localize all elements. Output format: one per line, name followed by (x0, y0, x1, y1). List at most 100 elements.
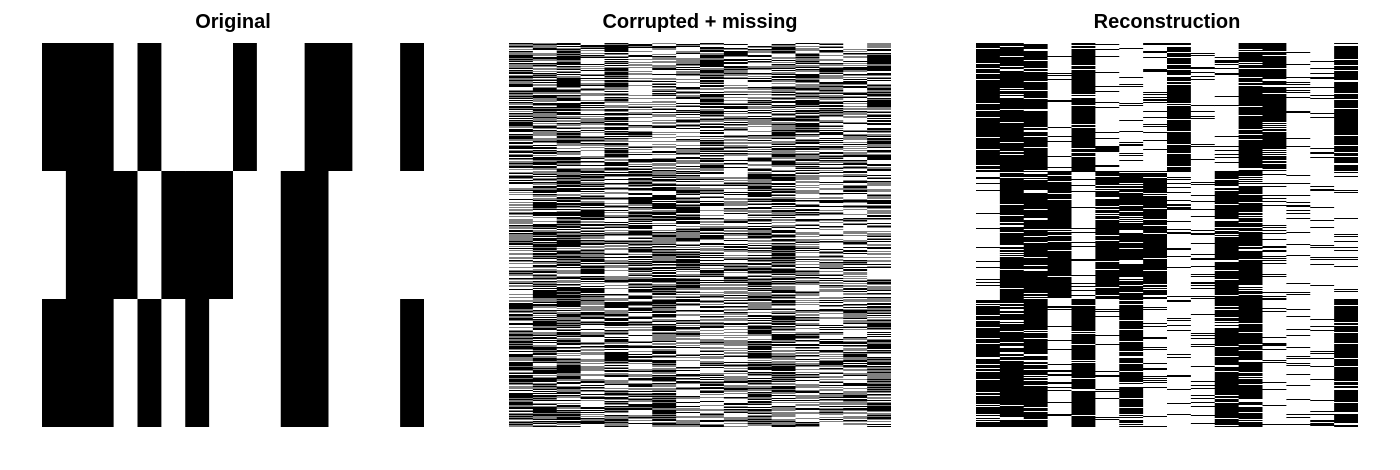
corrupted-cell-run (723, 264, 749, 267)
corrupted-cell-run (652, 86, 677, 88)
corrupted-cell-run (723, 126, 749, 128)
corrupted-cell-run (819, 255, 844, 257)
corrupted-cell-run (747, 150, 773, 152)
corrupted-cell-run (867, 64, 891, 67)
corrupted-cell-run (843, 236, 868, 241)
corrupted-cell-run (747, 322, 773, 324)
reconstruction-cell-run (1047, 365, 1072, 371)
corrupted-cell-run (700, 381, 725, 383)
reconstruction-cell-run (1190, 315, 1216, 334)
corrupted-cell-run (723, 372, 749, 374)
corrupted-cell-run (700, 394, 725, 396)
corrupted-cell-run (843, 285, 868, 288)
corrupted-cell-run (867, 380, 891, 382)
corrupted-cell-run (723, 62, 749, 65)
corrupted-cell-run (556, 115, 582, 117)
corrupted-cell-run (819, 215, 844, 220)
corrupted-cell-run (676, 176, 701, 180)
corrupted-cell-run (700, 354, 725, 356)
corrupted-cell-run (843, 297, 868, 299)
reconstruction-cell-run (1190, 399, 1216, 403)
corrupted-cell-run (532, 122, 558, 124)
corrupted-cell-run (652, 317, 677, 319)
reconstruction-cell-run (1167, 204, 1192, 207)
corrupted-cell-run (843, 291, 868, 293)
corrupted-cell-run (676, 173, 701, 175)
corrupted-cell-run (604, 198, 629, 200)
corrupted-cell-run (652, 364, 677, 366)
corrupted-cell-run (747, 276, 773, 278)
reconstruction-cell-run (1143, 112, 1168, 118)
corrupted-cell-run (771, 390, 796, 393)
corrupted-cell-run (771, 340, 796, 343)
corrupted-cell-run (556, 211, 582, 213)
corrupted-cell-run (532, 377, 558, 379)
corrupted-cell-run (580, 419, 605, 422)
corrupted-cell-run (604, 283, 629, 286)
corrupted-cell-run (580, 259, 605, 263)
corrupted-cell-run (700, 246, 725, 248)
corrupted-cell-run (723, 129, 749, 131)
corrupted-cell-run (509, 249, 534, 251)
corrupted-cell-run (771, 116, 796, 118)
reconstruction-cell-run (999, 320, 1025, 323)
reconstruction-cell-run (1119, 155, 1144, 157)
corrupted-cell-run (676, 110, 701, 112)
corrupted-cell-run (532, 174, 558, 176)
corrupted-cell-run (700, 334, 725, 336)
corrupted-cell-run (509, 144, 534, 146)
corrupted-cell-run (843, 412, 868, 415)
corrupted-cell-run (532, 53, 558, 57)
reconstruction-cell-run (1190, 366, 1216, 368)
corrupted-cell-run (676, 230, 701, 232)
corrupted-cell-run (867, 401, 891, 403)
reconstruction-cell-run (1023, 339, 1049, 355)
corrupted-cell-run (652, 292, 677, 294)
corrupted-cell-run (723, 316, 749, 318)
reconstruction-cell-run (1119, 279, 1144, 281)
corrupted-cell-run (843, 319, 868, 321)
corrupted-cell-run (628, 55, 653, 58)
corrupted-cell-run (843, 395, 868, 399)
corrupted-cell-run (843, 219, 868, 221)
corrupted-cell-run (747, 312, 773, 314)
corrupted-cell-run (532, 227, 558, 229)
reconstruction-cell-run (1047, 76, 1072, 80)
corrupted-cell-run (843, 222, 868, 224)
corrupted-cell-run (723, 281, 749, 283)
corrupted-cell-run (843, 92, 868, 94)
reconstruction-cell-run (1190, 298, 1216, 300)
corrupted-cell-run (532, 208, 558, 210)
corrupted-cell-run (700, 286, 725, 288)
reconstruction-cell-run (976, 283, 1001, 286)
corrupted-cell-run (867, 218, 891, 220)
corrupted-cell-run (819, 67, 844, 69)
corrupted-cell-run (532, 306, 558, 309)
corrupted-cell-run (747, 330, 773, 335)
corrupted-cell-run (676, 397, 701, 400)
corrupted-cell-run (628, 163, 653, 165)
corrupted-cell-run (580, 88, 605, 90)
reconstruction-cell-run (999, 232, 1025, 234)
reconstruction-cell-run (1071, 46, 1096, 49)
corrupted-cell-run (532, 426, 558, 427)
corrupted-cell-run (509, 192, 534, 194)
corrupted-cell-run (580, 284, 605, 287)
corrupted-cell-run (628, 302, 653, 306)
corrupted-cell-run (556, 54, 582, 56)
corrupted-cell-run (795, 99, 820, 101)
reconstruction-cell-run (976, 170, 1001, 173)
corrupted-cell-run (819, 117, 844, 121)
corrupted-cell-run (723, 354, 749, 356)
corrupted-cell-run (652, 367, 677, 369)
corrupted-cell-run (556, 321, 582, 324)
corrupted-cell-run (843, 234, 868, 236)
corrupted-cell-run (795, 367, 820, 370)
corrupted-cell-run (700, 228, 725, 232)
corrupted-cell-run (771, 75, 796, 77)
corrupted-cell-run (580, 364, 605, 367)
corrupted-cell-run (676, 314, 701, 317)
reconstruction-cell-run (1143, 326, 1168, 328)
reconstruction-cell-run (1167, 52, 1192, 54)
corrupted-cell-run (723, 257, 749, 260)
